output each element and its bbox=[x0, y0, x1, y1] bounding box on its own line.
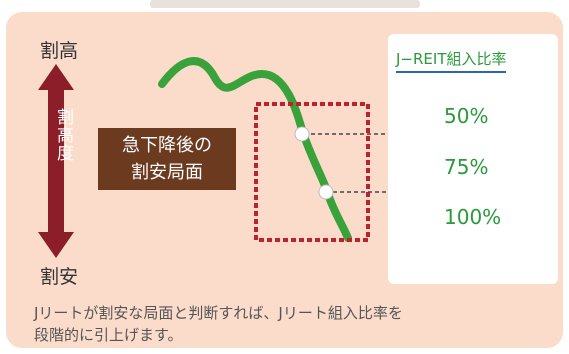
explanation-caption: Jリートが割安な局面と判断すれば、Jリート組入比率を 段階的に引上げます。 bbox=[34, 302, 534, 346]
allocation-level-50: 50% bbox=[444, 104, 489, 128]
undervalued-phase-callout: 急下降後の 割安局面 bbox=[98, 128, 236, 190]
point-upper bbox=[294, 126, 310, 142]
valuation-axis-arrow bbox=[38, 64, 74, 258]
allocation-level-100: 100% bbox=[444, 205, 502, 229]
undervalued-highlight-box bbox=[254, 102, 370, 242]
header-strip bbox=[150, 0, 420, 8]
label-overvalued: 割高 bbox=[40, 40, 79, 62]
label-undervalued: 割安 bbox=[40, 266, 79, 288]
axis-arrow-shape bbox=[38, 64, 74, 258]
caption-line-1: Jリートが割安な局面と判断すれば、Jリート組入比率を bbox=[34, 304, 403, 322]
callout-line-2: 割安局面 bbox=[131, 162, 203, 183]
label-valuation-degree: 割高度 bbox=[53, 108, 73, 162]
allocation-level-75: 75% bbox=[444, 155, 489, 179]
caption-line-2: 段階的に引上げます。 bbox=[34, 326, 183, 344]
callout-line-1: 急下降後の bbox=[122, 135, 212, 156]
allocation-panel bbox=[388, 34, 558, 284]
point-lower bbox=[318, 184, 334, 200]
allocation-title: J−REIT組入比率 bbox=[396, 48, 507, 73]
